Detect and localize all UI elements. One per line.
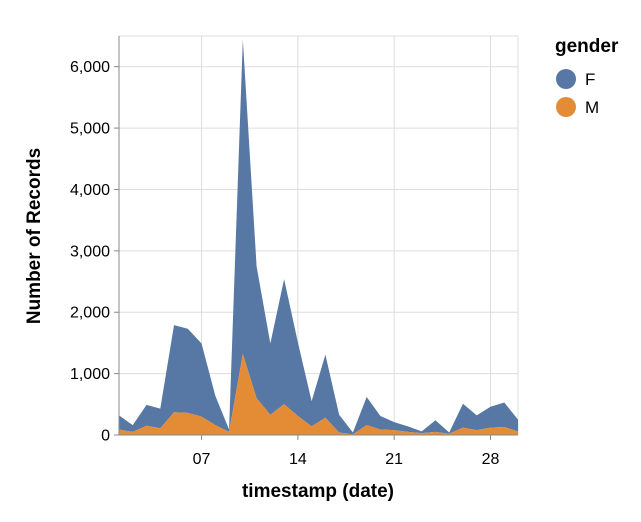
y-tick-label: 0 xyxy=(101,428,110,445)
y-tick-label: 2,000 xyxy=(70,305,110,322)
y-tick-label: 3,000 xyxy=(70,243,110,260)
legend-swatch-m xyxy=(556,97,576,117)
area-series-f xyxy=(119,39,518,435)
y-axis-title: Number of Records xyxy=(24,148,45,324)
x-axis-title: timestamp (date) xyxy=(242,481,394,502)
legend-items: FM xyxy=(556,69,599,117)
legend-label-m: M xyxy=(585,98,599,117)
series-areas xyxy=(119,39,518,435)
x-tick-label: 21 xyxy=(385,451,403,468)
y-tick-label: 4,000 xyxy=(70,182,110,199)
legend-label-f: F xyxy=(585,70,595,89)
x-axis-ticks: 07 14 21 28 xyxy=(193,435,500,468)
axes xyxy=(118,36,518,436)
x-tick-label: 07 xyxy=(193,451,211,468)
y-tick-label: 5,000 xyxy=(70,121,110,138)
x-tick-label: 28 xyxy=(482,451,500,468)
y-tick-label: 1,000 xyxy=(70,366,110,383)
x-tick-label: 14 xyxy=(289,451,307,468)
y-axis-ticks: 0 1,000 2,000 3,000 4,000 5,000 6,000 xyxy=(70,59,119,445)
grid-lines xyxy=(119,35,519,436)
y-tick-label: 6,000 xyxy=(70,59,110,76)
legend: gender FM xyxy=(555,36,619,117)
legend-title: gender xyxy=(555,36,619,57)
legend-swatch-f xyxy=(556,69,576,89)
